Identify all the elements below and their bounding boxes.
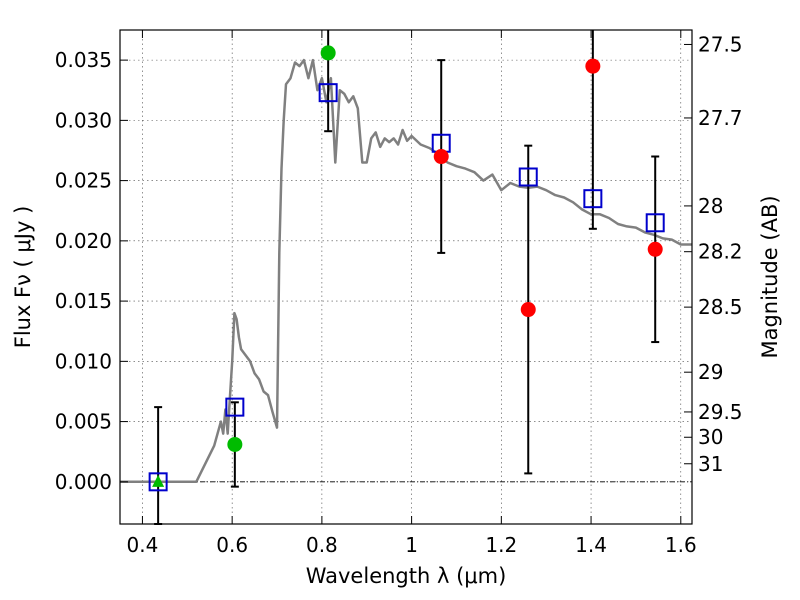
x-tick-label: 0.4 (127, 533, 159, 557)
square-marker (318, 83, 338, 103)
tick-layer: 0.4 0.6 0.8 1 1.2 1.4 1.6 0.000 0.005 0.010 0.015 0… (55, 30, 743, 557)
mag-tick-label: 31 (698, 452, 723, 476)
circle-marker (520, 302, 536, 318)
y-tick-label: 0.035 (55, 48, 112, 72)
y-tick-label: 0.000 (55, 470, 112, 494)
mag-tick-label: 28 (698, 194, 723, 218)
circle-marker (320, 45, 336, 61)
mag-tick-label: 29 (698, 360, 723, 384)
y-tick-label: 0.025 (55, 169, 112, 193)
y-tick-label: 0.005 (55, 410, 112, 434)
mag-tick-label: 28.5 (698, 295, 743, 319)
triangle-marker (152, 474, 165, 487)
x-tick-label: 0.8 (306, 533, 338, 557)
y-tick-label: 0.015 (55, 289, 112, 313)
x-tick-label: 1 (405, 533, 418, 557)
x-tick-label: 0.6 (216, 533, 248, 557)
y-tick-label: 0.030 (55, 108, 112, 132)
mag-tick-label: 29.5 (698, 400, 743, 424)
circle-marker (227, 436, 243, 452)
square-marker (518, 167, 538, 187)
mag-tick-label: 27.7 (698, 106, 743, 130)
right-axis-label: Magnitude (AB) (758, 195, 782, 358)
square-marker (645, 213, 665, 233)
grid-layer (120, 30, 692, 524)
x-axis-label: Wavelength λ (μm) (306, 564, 507, 588)
mag-tick-label: 30 (698, 425, 723, 449)
mag-tick-label: 28.2 (698, 240, 743, 264)
model-spectrum-layer (120, 58, 692, 484)
model-spectrum-line (120, 58, 692, 484)
circle-marker (647, 241, 663, 257)
x-tick-label: 1.4 (575, 533, 607, 557)
square-marker (225, 397, 245, 417)
x-tick-label: 1.2 (485, 533, 517, 557)
y-tick-label: 0.020 (55, 229, 112, 253)
circle-marker (585, 58, 601, 74)
x-tick-label: 1.6 (665, 533, 697, 557)
square-marker (148, 472, 168, 492)
y-tick-label: 0.010 (55, 349, 112, 373)
data-marker-layer (148, 30, 665, 525)
circle-marker (433, 149, 449, 165)
plot-frame (119, 29, 693, 525)
mag-tick-label: 27.5 (698, 32, 743, 56)
y-axis-label: Flux Fν ( μJy ) (11, 206, 35, 349)
square-marker (583, 189, 603, 209)
